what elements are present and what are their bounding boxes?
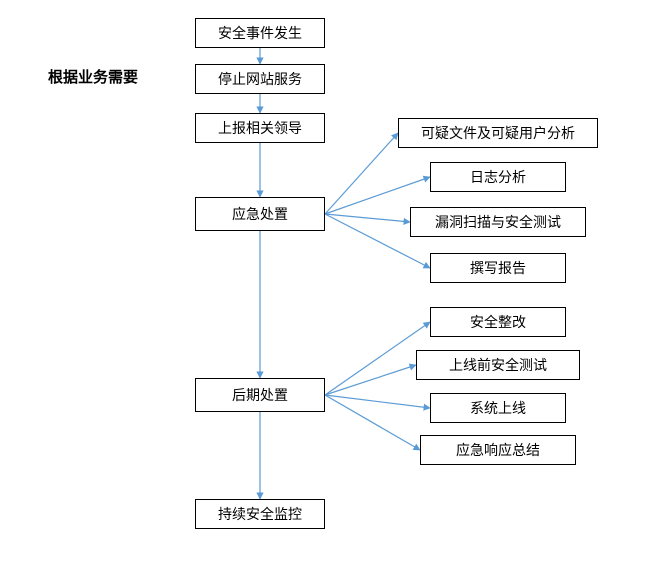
edge	[325, 365, 416, 395]
node-p4: 应急响应总结	[420, 435, 576, 465]
node-p3: 系统上线	[430, 393, 566, 423]
node-n1: 安全事件发生	[195, 18, 325, 48]
node-p1: 安全整改	[430, 307, 566, 337]
node-n6: 持续安全监控	[195, 499, 325, 529]
edge	[325, 214, 410, 222]
node-n2: 停止网站服务	[195, 64, 325, 94]
node-r3: 漏洞扫描与安全测试	[410, 207, 586, 237]
node-n5: 后期处置	[195, 378, 325, 412]
node-n3: 上报相关领导	[195, 113, 325, 143]
edge	[325, 395, 430, 408]
edge	[325, 395, 420, 450]
node-r2: 日志分析	[430, 162, 566, 192]
edge	[325, 322, 430, 395]
node-p2: 上线前安全测试	[416, 350, 580, 380]
node-r4: 撰写报告	[430, 253, 566, 283]
node-r1: 可疑文件及可疑用户分析	[398, 118, 598, 148]
flowchart-canvas: 根据业务需要 安全事件发生停止网站服务上报相关领导应急处置后期处置持续安全监控 可…	[0, 0, 672, 566]
node-n4: 应急处置	[195, 197, 325, 231]
annotation-business-need: 根据业务需要	[48, 66, 168, 90]
edge	[325, 133, 398, 214]
